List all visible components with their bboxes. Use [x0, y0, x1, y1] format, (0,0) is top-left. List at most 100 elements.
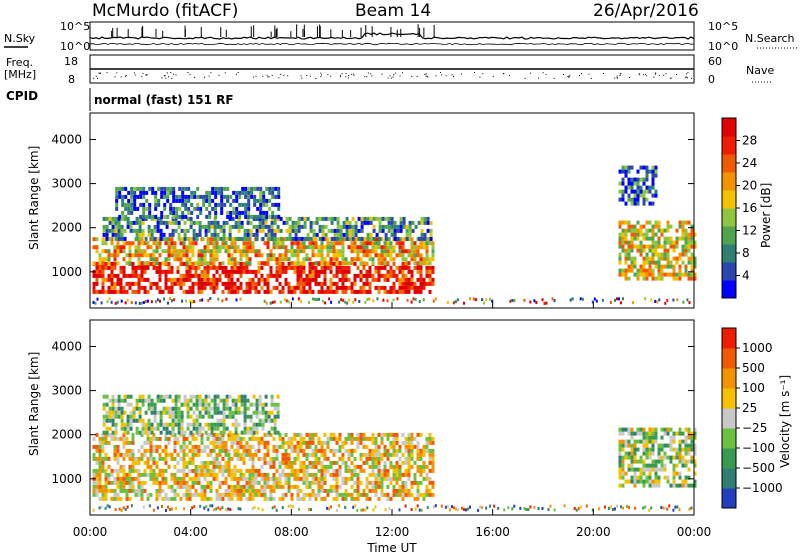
heatmap-cell	[353, 261, 357, 266]
heatmap-cell	[636, 248, 640, 253]
heatmap-cell	[396, 228, 400, 233]
heatmap-cell	[630, 236, 634, 241]
heatmap-cell	[197, 257, 201, 262]
heatmap-cell	[262, 210, 266, 215]
heatmap-cell	[92, 273, 96, 278]
heatmap-cell	[618, 443, 622, 448]
nave-point	[399, 75, 401, 77]
heatmap-cell	[359, 480, 363, 485]
heatmap-cell	[105, 394, 109, 399]
heatmap-cell	[407, 488, 411, 493]
heatmap-cell	[645, 236, 649, 241]
heatmap-cell	[204, 430, 208, 435]
heatmap-cell	[125, 448, 129, 453]
heatmap-cell	[353, 468, 357, 473]
heatmap-cell	[122, 436, 126, 441]
heatmap-cell	[469, 297, 471, 301]
heatmap-cell	[407, 436, 411, 441]
heatmap-cell	[146, 432, 150, 437]
heatmap-cell	[431, 257, 435, 262]
heatmap-cell	[368, 273, 372, 278]
heatmap-cell	[138, 228, 142, 233]
heatmap-cell	[185, 277, 189, 282]
heatmap-cell	[273, 228, 277, 233]
heatmap-cell	[266, 452, 270, 457]
heatmap-cell	[110, 468, 114, 473]
heatmap-cell	[465, 508, 467, 512]
heatmap-cell	[393, 228, 397, 233]
nave-point	[366, 76, 368, 78]
heatmap-cell	[362, 281, 366, 286]
heatmap-cell	[164, 476, 168, 481]
nsky-label: N.Sky	[4, 32, 36, 45]
heatmap-cell	[377, 476, 381, 481]
heatmap-cell	[317, 484, 321, 489]
heatmap-cell	[630, 240, 634, 245]
heatmap-cell	[215, 269, 219, 274]
heatmap-cell	[138, 301, 141, 305]
heatmap-cell	[238, 210, 242, 215]
heatmap-cell	[116, 261, 120, 266]
heatmap-cell	[209, 285, 213, 290]
heatmap-cell	[122, 249, 126, 254]
heatmap-cell	[365, 460, 369, 465]
heatmap-cell	[630, 475, 634, 480]
nave-point	[643, 74, 645, 76]
heatmap-cell	[308, 492, 312, 497]
heatmap-cell	[366, 232, 370, 237]
heatmap-cell	[398, 444, 402, 449]
heatmap-cell	[110, 241, 114, 246]
heatmap-cell	[410, 432, 414, 437]
heatmap-cell	[481, 506, 484, 510]
heatmap-cell	[263, 281, 267, 286]
heatmap-cell	[425, 464, 429, 469]
heatmap-cell	[350, 468, 354, 473]
heatmap-cell	[341, 245, 345, 250]
heatmap-cell	[380, 480, 384, 485]
heatmap-cell	[171, 507, 173, 511]
heatmap-cell	[271, 214, 275, 219]
heatmap-cell	[102, 228, 106, 233]
heatmap-cell	[306, 236, 310, 241]
heatmap-cell	[648, 508, 651, 512]
heatmap-cell	[503, 508, 506, 512]
heatmap-cell	[179, 273, 183, 278]
heatmap-cell	[657, 252, 661, 257]
heatmap-cell	[249, 414, 253, 419]
heatmap-cell	[416, 480, 420, 485]
heatmap-cell	[172, 194, 176, 199]
heatmap-cell	[159, 228, 163, 233]
heatmap-cell	[155, 257, 159, 262]
heatmap-cell	[284, 277, 288, 282]
heatmap-cell	[221, 241, 225, 246]
heatmap-cell	[215, 440, 219, 445]
heatmap-cell	[148, 206, 152, 211]
heatmap-cell	[197, 432, 201, 437]
heatmap-cell	[155, 285, 159, 290]
heatmap-cell	[300, 236, 304, 241]
heatmap-cell	[230, 245, 234, 250]
heatmap-cell	[92, 468, 96, 473]
heatmap-cell	[119, 464, 123, 469]
colorbar-swatch	[722, 208, 736, 227]
heatmap-cell	[274, 214, 278, 219]
heatmap-cell	[371, 257, 375, 262]
heatmap-cell	[209, 440, 213, 445]
heatmap-cell	[353, 472, 357, 477]
heatmap-cell	[266, 496, 270, 501]
nave-point	[352, 73, 354, 75]
heatmap-cell	[170, 456, 174, 461]
heatmap-cell	[252, 402, 256, 407]
heatmap-cell	[95, 488, 99, 493]
heatmap-cell	[359, 269, 363, 274]
heatmap-cell	[101, 281, 105, 286]
heatmap-cell	[197, 249, 201, 254]
heatmap-cell	[690, 268, 694, 273]
heatmap-cell	[314, 253, 318, 258]
heatmap-cell	[135, 430, 139, 435]
heatmap-cell	[384, 232, 388, 237]
heatmap-cell	[188, 241, 192, 246]
heatmap-cell	[173, 444, 177, 449]
heatmap-cell	[296, 496, 300, 501]
heatmap-cell	[648, 256, 652, 261]
